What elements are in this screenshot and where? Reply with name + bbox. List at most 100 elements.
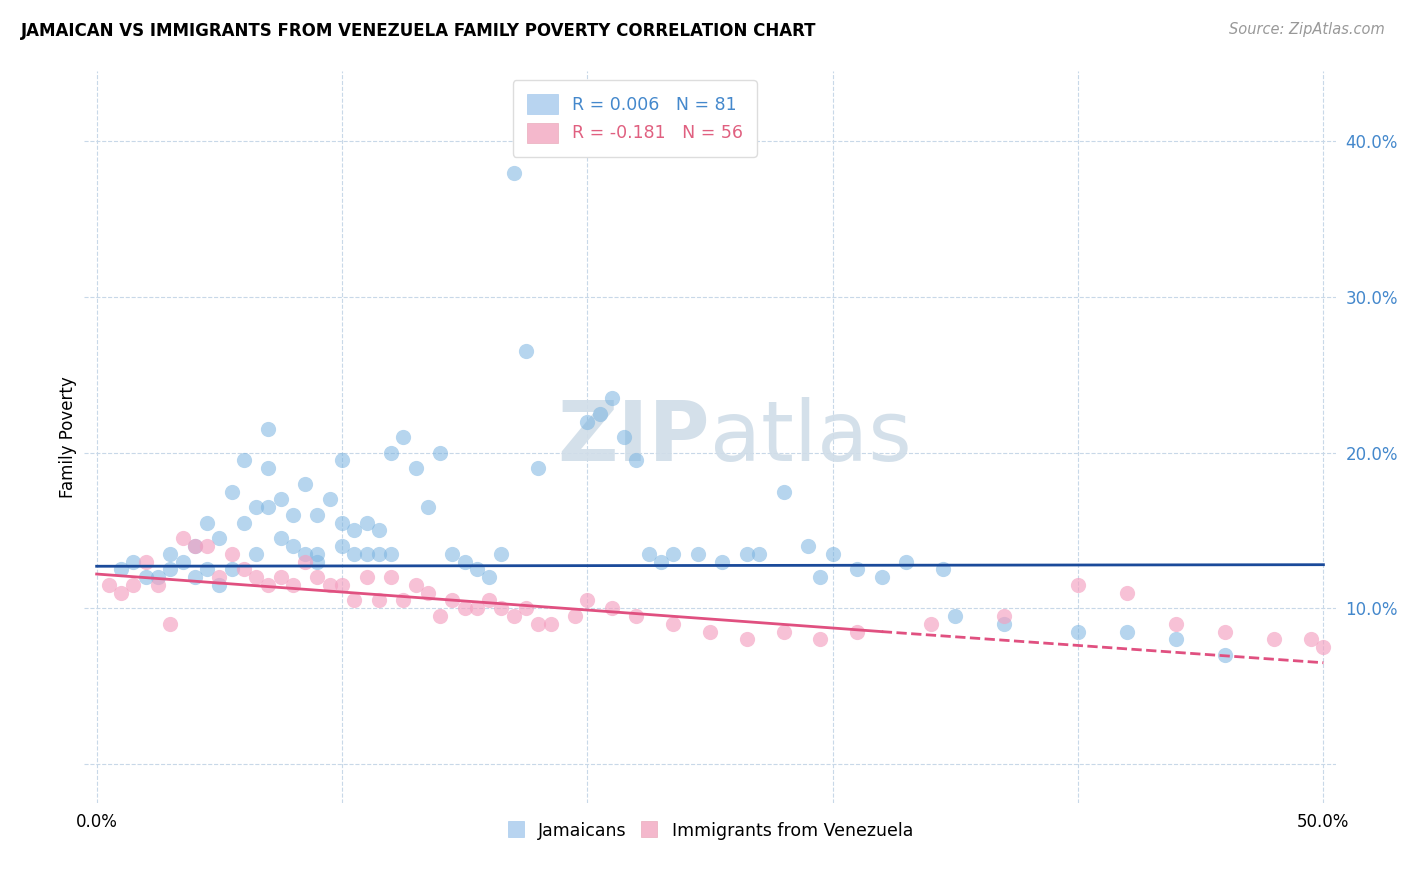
Point xyxy=(392,593,415,607)
Point xyxy=(626,609,648,624)
Point xyxy=(600,601,623,615)
Point xyxy=(478,570,501,584)
Point xyxy=(380,445,402,459)
Point xyxy=(232,453,254,467)
Point xyxy=(257,500,280,515)
Point xyxy=(122,555,145,569)
Point xyxy=(307,508,329,522)
Point xyxy=(588,407,610,421)
Point xyxy=(1213,624,1236,639)
Point xyxy=(307,555,329,569)
Point xyxy=(416,500,439,515)
Point xyxy=(1116,585,1139,599)
Point xyxy=(97,578,120,592)
Point xyxy=(245,500,267,515)
Point xyxy=(281,508,304,522)
Point xyxy=(319,492,342,507)
Point xyxy=(429,609,451,624)
Point xyxy=(208,578,231,592)
Point xyxy=(453,555,475,569)
Point xyxy=(1116,624,1139,639)
Point xyxy=(502,165,524,179)
Point xyxy=(330,539,353,553)
Point xyxy=(711,555,734,569)
Point xyxy=(515,344,537,359)
Point xyxy=(294,547,316,561)
Point xyxy=(441,547,464,561)
Point xyxy=(662,547,685,561)
Point xyxy=(405,578,427,592)
Point xyxy=(626,453,648,467)
Point xyxy=(294,555,316,569)
Point xyxy=(846,624,869,639)
Point xyxy=(920,616,942,631)
Point xyxy=(1166,616,1188,631)
Point xyxy=(1067,578,1090,592)
Text: ZIP: ZIP xyxy=(558,397,710,477)
Point xyxy=(195,539,218,553)
Point xyxy=(600,391,623,405)
Point xyxy=(319,578,342,592)
Point xyxy=(491,601,513,615)
Point xyxy=(257,461,280,475)
Point xyxy=(637,547,659,561)
Point xyxy=(172,555,194,569)
Point xyxy=(159,562,181,576)
Point xyxy=(245,570,267,584)
Point xyxy=(281,578,304,592)
Legend: Jamaicans, Immigrants from Venezuela: Jamaicans, Immigrants from Venezuela xyxy=(498,813,922,849)
Point xyxy=(650,555,672,569)
Point xyxy=(515,601,537,615)
Point xyxy=(257,422,280,436)
Point xyxy=(184,539,207,553)
Point xyxy=(172,531,194,545)
Point xyxy=(527,616,550,631)
Point xyxy=(576,415,599,429)
Point xyxy=(810,570,832,584)
Point xyxy=(465,601,488,615)
Point xyxy=(1312,640,1334,655)
Point xyxy=(232,562,254,576)
Point xyxy=(429,445,451,459)
Point xyxy=(735,632,758,647)
Point xyxy=(735,547,758,561)
Point xyxy=(699,624,721,639)
Point xyxy=(367,524,389,538)
Y-axis label: Family Poverty: Family Poverty xyxy=(59,376,77,498)
Point xyxy=(195,562,218,576)
Point xyxy=(135,570,157,584)
Point xyxy=(380,570,402,584)
Point xyxy=(613,430,636,444)
Point xyxy=(232,516,254,530)
Point xyxy=(662,616,685,631)
Text: JAMAICAN VS IMMIGRANTS FROM VENEZUELA FAMILY POVERTY CORRELATION CHART: JAMAICAN VS IMMIGRANTS FROM VENEZUELA FA… xyxy=(21,22,817,40)
Point xyxy=(208,531,231,545)
Point xyxy=(748,547,770,561)
Point xyxy=(343,593,366,607)
Point xyxy=(270,531,292,545)
Point xyxy=(330,516,353,530)
Point xyxy=(281,539,304,553)
Point xyxy=(195,516,218,530)
Point xyxy=(307,570,329,584)
Point xyxy=(810,632,832,647)
Point xyxy=(846,562,869,576)
Point xyxy=(993,616,1015,631)
Point xyxy=(772,484,794,499)
Point xyxy=(1166,632,1188,647)
Text: Source: ZipAtlas.com: Source: ZipAtlas.com xyxy=(1229,22,1385,37)
Point xyxy=(441,593,464,607)
Text: atlas: atlas xyxy=(710,397,911,477)
Point xyxy=(392,430,415,444)
Point xyxy=(257,578,280,592)
Point xyxy=(184,570,207,584)
Point xyxy=(465,562,488,576)
Point xyxy=(502,609,524,624)
Point xyxy=(356,516,378,530)
Point xyxy=(870,570,893,584)
Point xyxy=(356,570,378,584)
Point xyxy=(797,539,820,553)
Point xyxy=(380,547,402,561)
Point xyxy=(896,555,918,569)
Point xyxy=(491,547,513,561)
